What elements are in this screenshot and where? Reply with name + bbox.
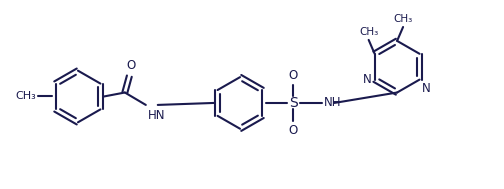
Text: CH₃: CH₃ — [394, 14, 413, 24]
Text: CH₃: CH₃ — [359, 27, 379, 37]
Text: S: S — [289, 96, 298, 110]
Text: O: O — [289, 69, 298, 82]
Text: N: N — [422, 82, 431, 95]
Text: CH₃: CH₃ — [15, 91, 36, 101]
Text: O: O — [289, 124, 298, 137]
Text: N: N — [362, 73, 371, 86]
Text: HN: HN — [148, 109, 166, 122]
Text: O: O — [127, 59, 136, 72]
Text: NH: NH — [324, 96, 342, 109]
